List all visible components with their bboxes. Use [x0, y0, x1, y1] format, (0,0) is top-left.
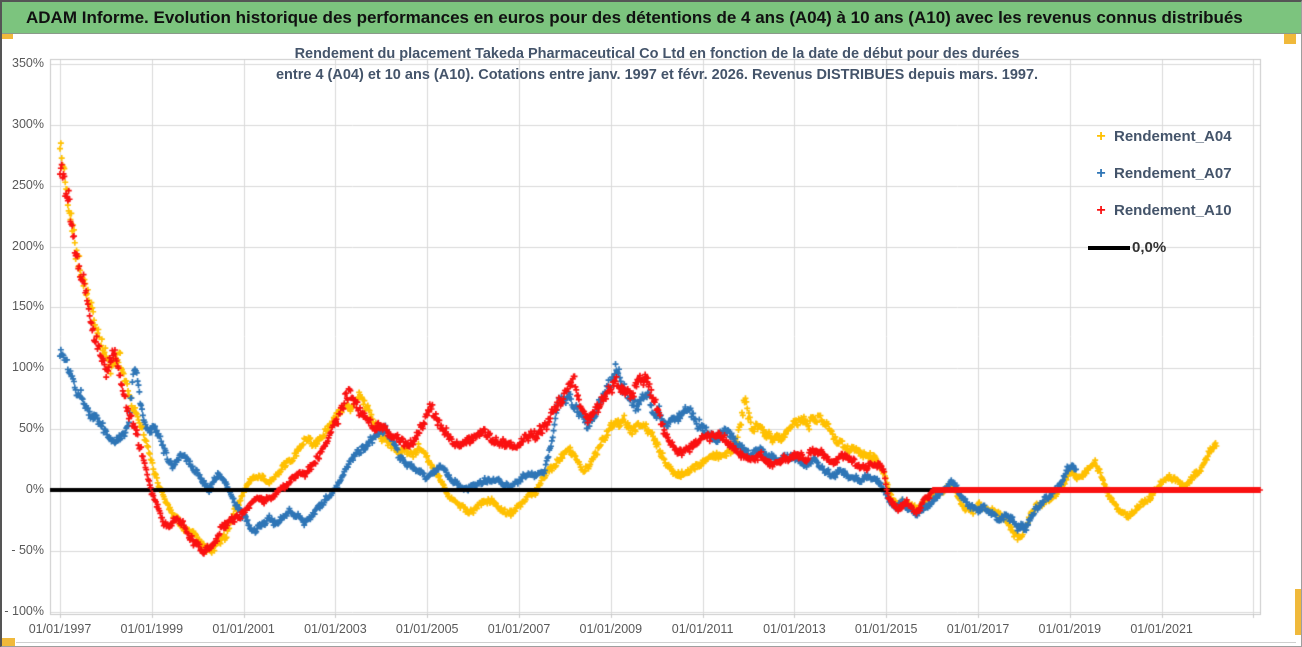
- x-tick-label: 01/01/1999: [120, 622, 184, 636]
- x-tick-label: 01/01/2015: [854, 622, 918, 636]
- x-tick-label: 01/01/2013: [763, 622, 826, 636]
- x-tick-label: 01/01/1997: [28, 622, 92, 636]
- legend-item-a04[interactable]: + Rendement_A04: [1088, 118, 1278, 155]
- x-tick-label: 01/01/2011: [671, 622, 734, 636]
- x-tick-label: 01/01/2017: [946, 622, 1010, 636]
- legend-item-a10[interactable]: + Rendement_A10: [1088, 192, 1278, 229]
- y-tick-label: 350%: [12, 56, 44, 70]
- plus-marker-icon: +: [1096, 127, 1106, 145]
- x-tick-label: 01/01/2003: [304, 622, 367, 636]
- y-tick-label: - 100%: [4, 603, 44, 618]
- legend-label: Rendement_A07: [1114, 165, 1232, 182]
- y-tick-label: 150%: [12, 299, 44, 314]
- y-tick-label: 50%: [18, 421, 44, 436]
- y-tick-label: 200%: [12, 238, 44, 253]
- legend-label: 0,0%: [1132, 239, 1167, 256]
- y-tick-label: 250%: [12, 177, 44, 192]
- x-tick-label: 01/01/2009: [579, 622, 643, 636]
- y-tick-label: 100%: [12, 360, 44, 375]
- chart-legend: + Rendement_A04 + Rendement_A07 + Rendem…: [1088, 118, 1278, 266]
- x-tick-label: 01/01/2007: [487, 622, 551, 636]
- x-tick-label: 01/01/2001: [212, 622, 275, 636]
- y-tick-label: 0%: [25, 482, 44, 496]
- legend-label: Rendement_A10: [1114, 202, 1232, 219]
- zero-line-icon: [1088, 245, 1130, 250]
- chart-title: Rendement du placement Takeda Pharmaceut…: [252, 44, 1062, 86]
- y-tick-label: 300%: [12, 116, 44, 131]
- legend-item-a07[interactable]: + Rendement_A07: [1088, 155, 1278, 192]
- legend-label: Rendement_A04: [1114, 128, 1232, 145]
- x-tick-label: 01/01/2021: [1130, 622, 1193, 636]
- y-tick-label: - 50%: [11, 542, 44, 557]
- plus-marker-icon: +: [1096, 164, 1106, 182]
- legend-item-zero-line[interactable]: 0,0%: [1088, 229, 1278, 266]
- plus-marker-icon: +: [1096, 201, 1106, 219]
- x-tick-label: 01/01/2019: [1038, 622, 1102, 636]
- chart-title-line2: entre 4 (A04) et 10 ans (A10). Cotations…: [275, 67, 1039, 83]
- x-tick-label: 01/01/2005: [395, 622, 459, 636]
- chart-title-line1: Rendement du placement Takeda Pharmaceut…: [294, 46, 1020, 62]
